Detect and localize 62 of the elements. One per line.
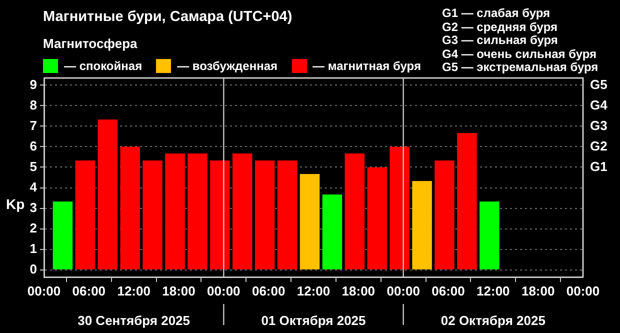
bar [322,194,342,270]
text: 30 Сентября 2025 [76,313,192,328]
y-tick-label: 4 [30,179,38,194]
text: G1 [590,158,608,174]
y-tick-label: 6 [30,138,37,154]
y-tick-label: 2 [30,220,37,236]
x-tick-label: 00:00 [386,283,420,298]
y-tick-label: 8 [30,97,37,112]
legend-label: — спокойная [64,59,142,73]
text: G1 — слабая буря [442,6,552,20]
y-tick-label: 9 [30,76,37,92]
y-tick-label: 0 [30,261,37,276]
bar [75,160,96,270]
bar [480,202,500,270]
y-tick-label: 7 [30,118,37,133]
bar [412,180,432,270]
x-tick-label: 06:00 [72,283,106,298]
text: G3 — сильная буря [442,33,559,48]
legend-title: Магнитосфера [43,36,138,51]
bar [300,174,320,270]
text: G4 — очень сильная буря [442,46,598,61]
x-tick-label: 06:00 [432,283,465,298]
bar [210,160,230,270]
legend-label: — возбужденная [177,59,278,73]
text: G5 — экстремальная буря [442,60,598,74]
x-tick-label: 18:00 [162,283,196,298]
bar [165,153,185,270]
bar [188,153,208,270]
x-tick-label: 00:00 [566,283,600,298]
text: G5 [590,76,608,92]
y-tick-label: 5 [30,158,37,174]
chart-title: Магнитные бури, Самара (UTC+04) [43,9,292,25]
bar [277,160,298,270]
text: 01 Октября 2025 [260,313,367,328]
bar [390,146,410,270]
x-tick-label: 18:00 [521,283,555,298]
x-tick-label: 00:00 [27,283,61,298]
x-tick-label: 12:00 [296,283,330,298]
bar [142,160,162,270]
bar [367,167,388,270]
bar [434,160,454,270]
bar [98,119,118,270]
bar [254,160,275,270]
y-tick-label: 1 [30,240,37,256]
bar [457,132,477,270]
bar [120,146,140,270]
y-axis-title: Kp [6,196,25,212]
x-tick-label: 12:00 [476,283,510,298]
bar [232,153,252,270]
text: G4 [590,97,608,112]
text: 02 Октября 2025 [440,313,546,328]
x-tick-label: 06:00 [252,283,286,298]
bar [52,202,73,270]
legend-label: — магнитная буря [312,59,421,73]
bar [344,153,365,270]
x-tick-label: 12:00 [117,283,150,298]
y-tick-label: 3 [30,200,37,215]
text: G3 [590,118,608,133]
x-tick-label: 18:00 [342,283,376,298]
text: G2 [590,138,608,154]
x-tick-label: 00:00 [207,283,240,298]
text: G2 — средняя буря [442,20,558,34]
